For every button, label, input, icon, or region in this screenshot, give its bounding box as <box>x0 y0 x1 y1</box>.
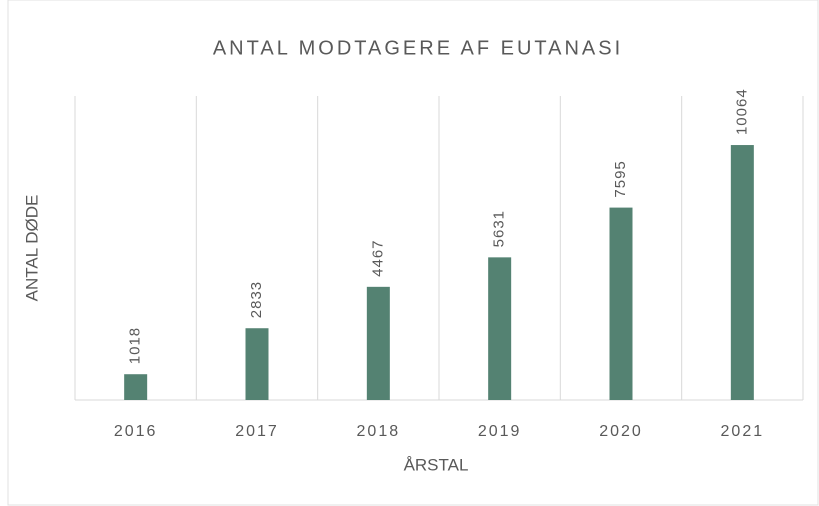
chart-title: ANTAL MODTAGERE AF EUTANASI <box>213 37 623 59</box>
bar <box>609 207 633 400</box>
chart-border <box>7 0 819 506</box>
bar <box>245 328 269 400</box>
value-label: 5631 <box>491 210 508 247</box>
value-label: 4467 <box>369 239 386 276</box>
x-tick-label: 2019 <box>478 423 522 440</box>
value-label: 10064 <box>733 88 750 135</box>
bar <box>730 145 754 400</box>
x-axis-label: ÅRSTAL <box>404 455 469 474</box>
y-axis-label: ANTAL DØDE <box>22 195 41 302</box>
x-tick-label: 2020 <box>599 423 643 440</box>
value-label: 7595 <box>612 160 629 197</box>
x-tick-label: 2016 <box>114 423 158 440</box>
x-tick-label: 2017 <box>235 423 279 440</box>
value-label: 1018 <box>127 327 144 364</box>
bar <box>366 286 390 400</box>
bar <box>124 374 148 400</box>
x-tick-label: 2018 <box>357 423 401 440</box>
bar <box>488 257 512 400</box>
value-label: 2833 <box>248 281 265 318</box>
x-tick-label: 2021 <box>721 423 765 440</box>
